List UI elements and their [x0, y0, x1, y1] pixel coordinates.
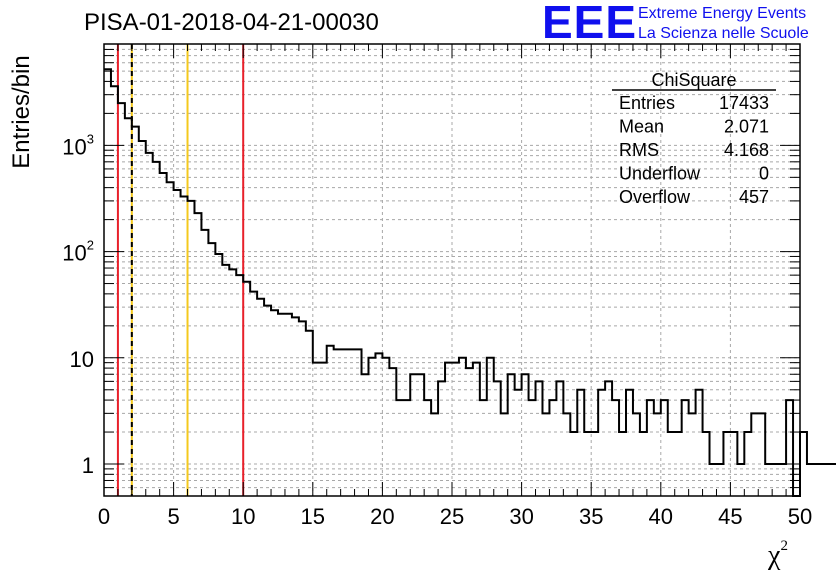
plot-title: PISA-01-2018-04-21-00030 [84, 9, 379, 36]
stats-title: ChiSquare [651, 70, 736, 90]
x-tick-label: 45 [718, 504, 742, 529]
stats-value: 17433 [719, 93, 769, 113]
x-axis-label: χ2 [768, 538, 788, 572]
stats-label: Underflow [619, 164, 701, 184]
stats-label: Overflow [619, 187, 691, 207]
stats-label: Entries [619, 93, 675, 113]
x-axis-label-superscript: 2 [780, 538, 788, 554]
logo-line1: Extreme Energy Events [638, 5, 807, 22]
eee-logo: EEE Extreme Energy Events La Scienza nel… [542, 0, 832, 48]
reference-lines [116, 44, 245, 496]
stats-value: 4.168 [724, 140, 769, 160]
logo-line2: La Scienza nelle Scuole [638, 25, 809, 42]
x-tick-label: 5 [167, 504, 179, 529]
stats-label: Mean [619, 117, 664, 137]
x-tick-label: 20 [370, 504, 394, 529]
x-tick-label: 40 [649, 504, 673, 529]
x-tick-label: 10 [231, 504, 255, 529]
axes [103, 43, 801, 497]
x-tick-label: 25 [440, 504, 464, 529]
grid [104, 44, 800, 496]
stats-value: 0 [759, 164, 769, 184]
y-tick-label: 103 [62, 131, 94, 159]
stats-value: 2.071 [724, 117, 769, 137]
stats-label: RMS [619, 140, 659, 160]
y-tick-label: 102 [62, 238, 94, 266]
histogram-line [104, 68, 836, 497]
x-tick-label: 50 [788, 504, 812, 529]
stats-box: ChiSquare Entries 17433 Mean 2.071 RMS 4.168 Un… [612, 70, 776, 207]
x-tick-label: 35 [579, 504, 603, 529]
y-tick-label: 1 [82, 453, 94, 478]
stats-value: 457 [739, 187, 769, 207]
x-axis-label-chi: χ [768, 540, 781, 571]
x-tick-label: 30 [509, 504, 533, 529]
logo-mark: EEE [542, 0, 638, 48]
x-tick-label: 0 [98, 504, 110, 529]
x-tick-label: 15 [301, 504, 325, 529]
tick-labels: 0 5 10 15 20 25 30 35 40 45 50 1 10 102 103 [62, 131, 812, 529]
y-tick-label: 10 [70, 347, 94, 372]
